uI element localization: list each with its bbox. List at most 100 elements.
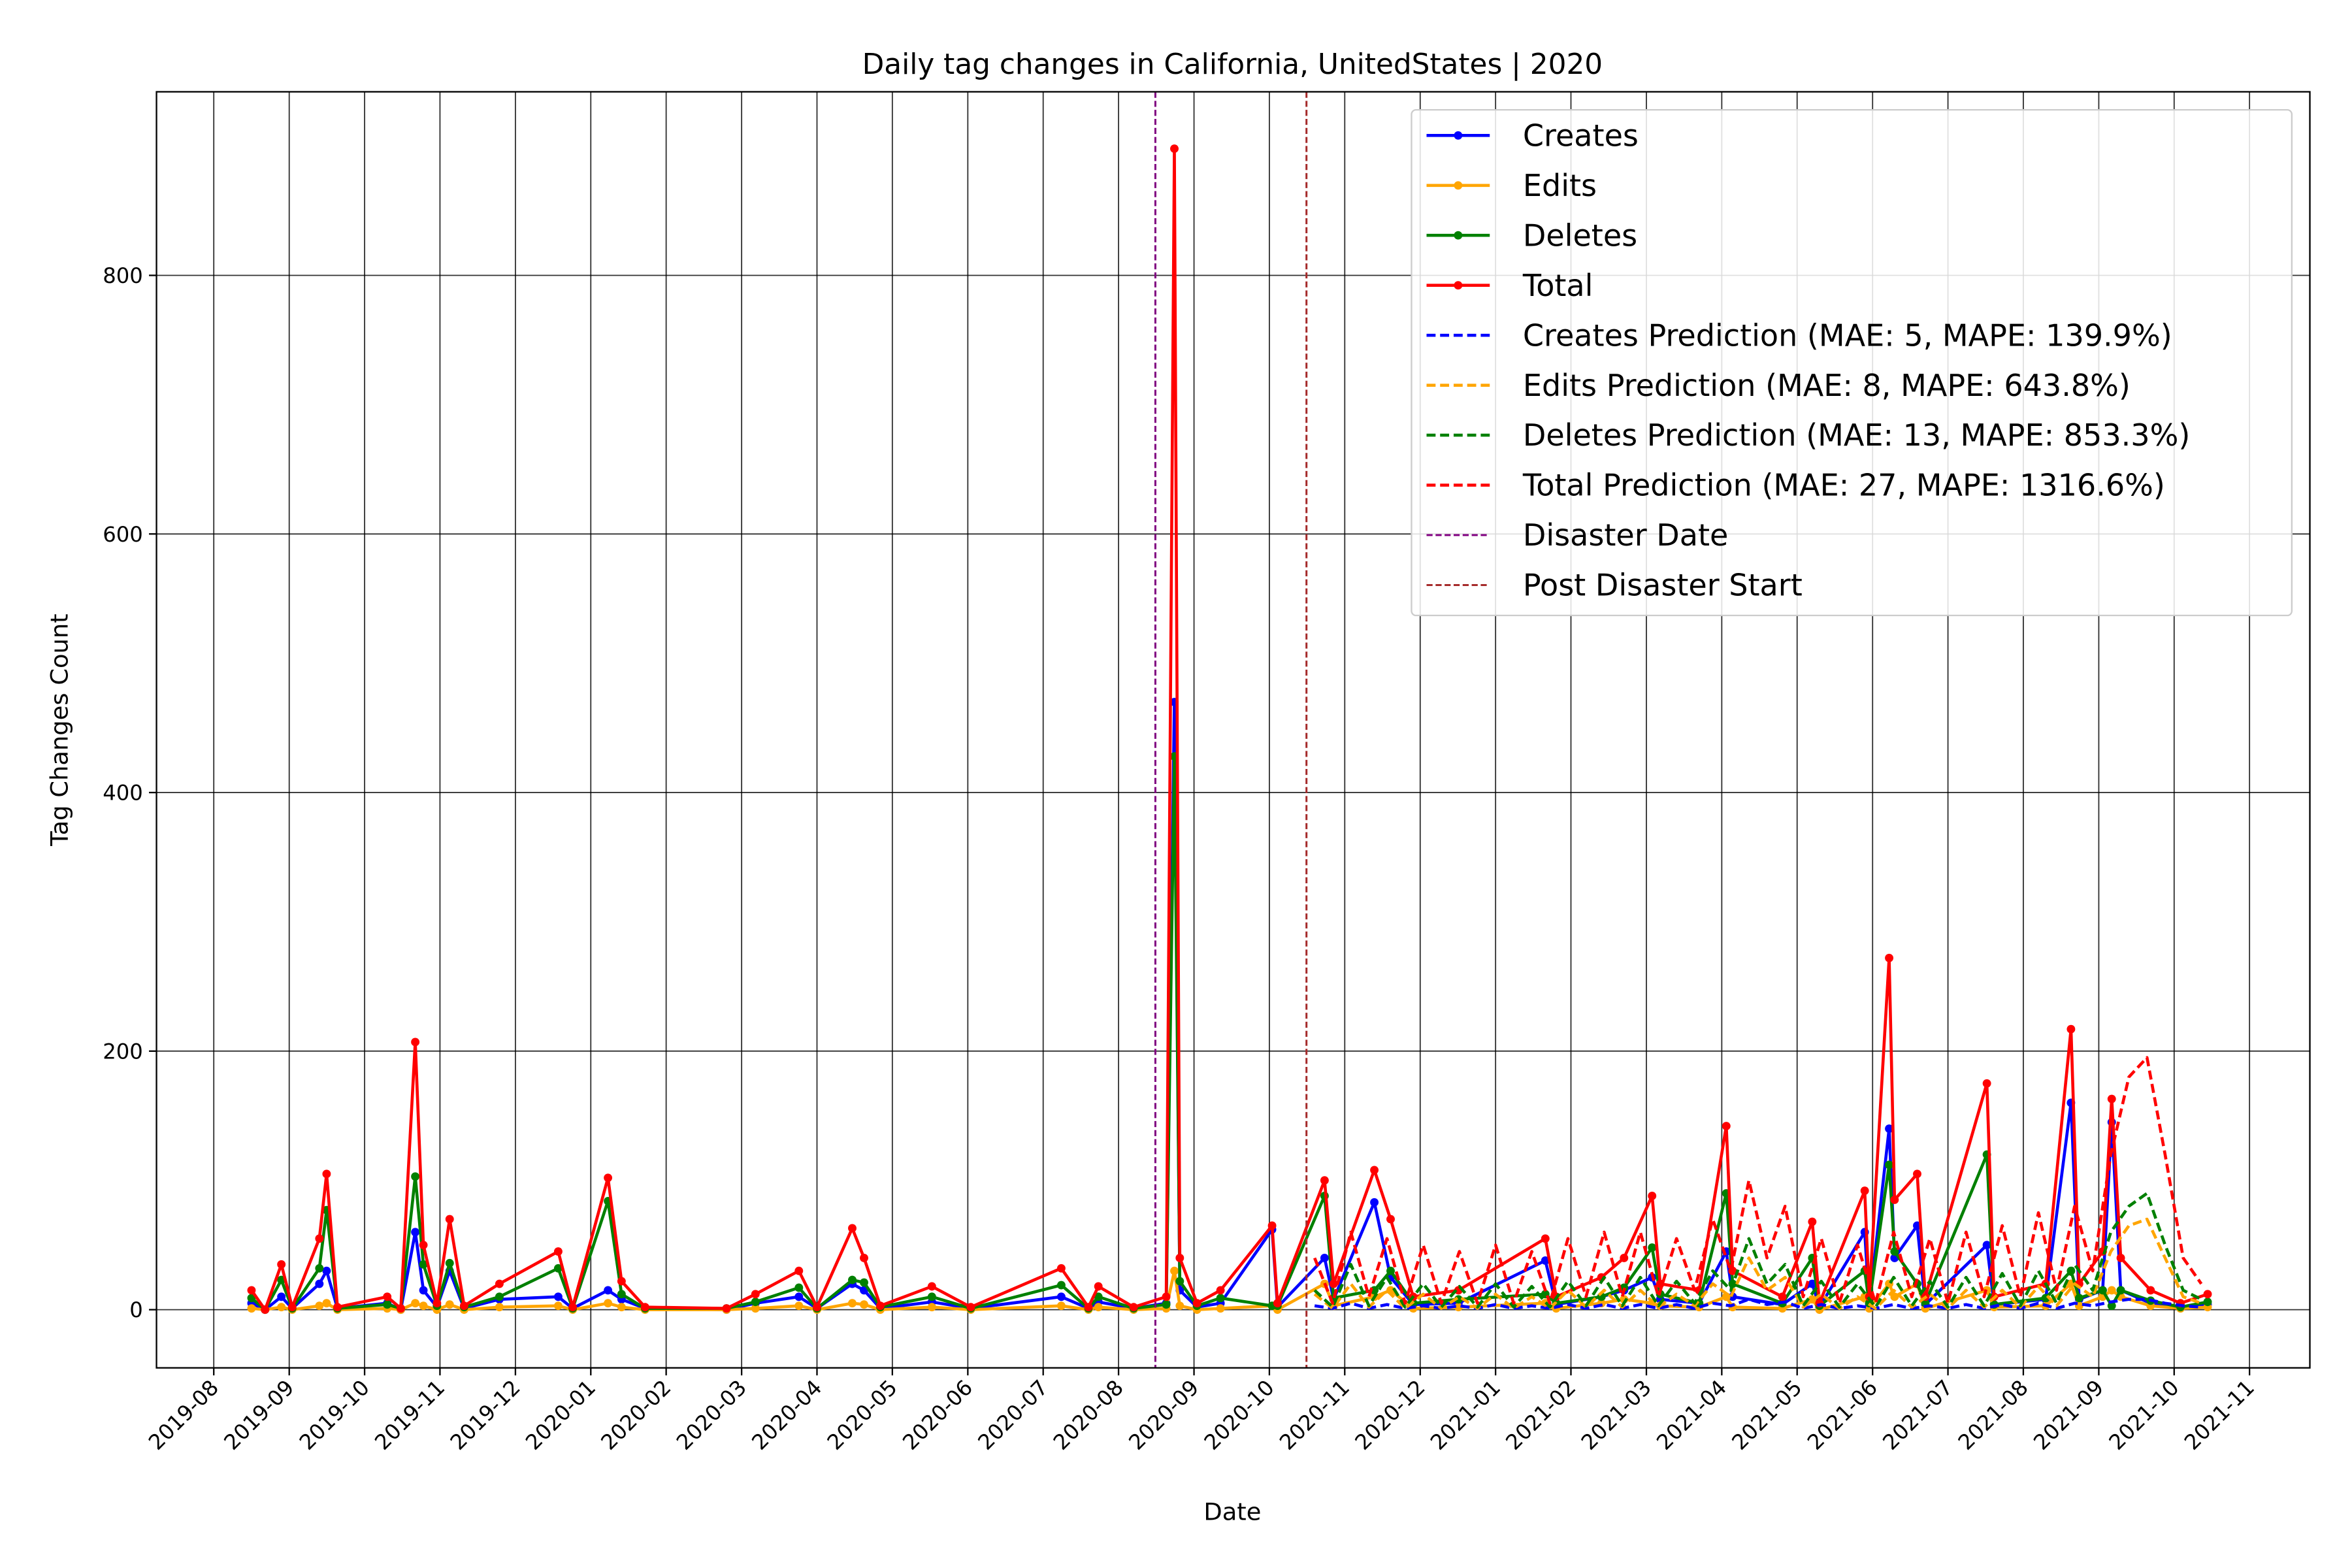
- series-marker: [1175, 1277, 1184, 1286]
- series-marker: [1982, 1241, 1991, 1250]
- series-marker: [1808, 1295, 1817, 1304]
- series-marker: [411, 1228, 420, 1237]
- series-marker: [333, 1303, 342, 1312]
- y-tick-label: 400: [103, 781, 143, 806]
- series-marker: [794, 1283, 804, 1292]
- series-marker: [2066, 1024, 2076, 1034]
- series-marker: [604, 1299, 613, 1308]
- y-tick-label: 200: [103, 1039, 143, 1064]
- series-marker: [315, 1264, 324, 1273]
- series-marker: [1056, 1264, 1066, 1273]
- series-marker: [277, 1260, 286, 1269]
- legend-label: Creates: [1523, 118, 1639, 153]
- series-marker: [247, 1294, 256, 1303]
- series-marker: [247, 1304, 256, 1313]
- series-line: [1313, 1056, 2203, 1305]
- series-marker: [1454, 1303, 1463, 1312]
- series-marker: [495, 1292, 504, 1301]
- plot-layer: [247, 91, 2212, 1368]
- series-marker: [287, 1303, 297, 1312]
- series-marker: [315, 1279, 324, 1288]
- y-tick-label: 800: [103, 263, 143, 288]
- legend-label: Disaster Date: [1523, 517, 1728, 553]
- series-marker: [261, 1305, 270, 1315]
- series-marker: [1094, 1292, 1103, 1301]
- series-marker: [1216, 1286, 1225, 1295]
- legend-label: Deletes Prediction (MAE: 13, MAPE: 853.3…: [1523, 417, 2190, 453]
- series-marker: [751, 1290, 760, 1299]
- series-marker: [315, 1301, 324, 1311]
- legend-label: Edits Prediction (MAE: 8, MAPE: 643.8%): [1523, 368, 2131, 403]
- series-marker: [604, 1286, 613, 1295]
- series-marker: [1094, 1303, 1103, 1312]
- legend-label: Creates Prediction (MAE: 5, MAPE: 139.9%…: [1523, 318, 2172, 353]
- legend-marker: [1454, 131, 1463, 140]
- series-marker: [617, 1290, 626, 1299]
- series-marker: [322, 1299, 331, 1308]
- series-marker: [1648, 1243, 1657, 1252]
- series-marker: [1722, 1122, 1731, 1131]
- legend-box: [1411, 108, 2293, 617]
- series-marker: [277, 1303, 286, 1312]
- series-marker: [277, 1292, 286, 1301]
- series-marker: [1890, 1247, 1899, 1256]
- series-marker: [1885, 1124, 1893, 1134]
- series-line: [1314, 1298, 2202, 1310]
- y-tick-label: 600: [103, 522, 143, 547]
- series-marker: [1890, 1292, 1899, 1301]
- legend-label: Edits: [1523, 168, 1597, 203]
- series-marker: [1175, 1301, 1184, 1311]
- series-marker: [1273, 1299, 1282, 1308]
- series-marker: [315, 1234, 324, 1243]
- series-marker: [1216, 1304, 1225, 1313]
- series-marker: [848, 1299, 857, 1308]
- series-marker: [411, 1037, 420, 1047]
- series-marker: [1913, 1169, 1921, 1179]
- series-marker: [1056, 1301, 1066, 1311]
- series-marker: [927, 1303, 936, 1312]
- legend: Creates Edits Deletes Total Creates Predicti…: [1411, 108, 2293, 617]
- series-marker: [617, 1303, 626, 1312]
- series-marker: [794, 1301, 804, 1311]
- series-marker: [397, 1304, 405, 1313]
- series-marker: [322, 1266, 331, 1275]
- series-marker: [604, 1173, 613, 1183]
- series-marker: [927, 1282, 936, 1291]
- series-marker: [794, 1266, 804, 1275]
- series-marker: [553, 1292, 563, 1301]
- series-marker: [1541, 1234, 1550, 1243]
- series-marker: [1056, 1292, 1066, 1301]
- series-marker: [1885, 953, 1893, 962]
- series-marker: [495, 1279, 504, 1288]
- series-marker: [1722, 1292, 1731, 1301]
- series-marker: [1386, 1266, 1395, 1275]
- series-marker: [419, 1260, 428, 1269]
- series-marker: [848, 1224, 857, 1233]
- legend-label: Total: [1522, 268, 1593, 303]
- series-marker: [322, 1169, 331, 1179]
- series-marker: [751, 1304, 760, 1313]
- series-marker: [2203, 1290, 2212, 1299]
- series-marker: [2098, 1286, 2107, 1295]
- series-marker: [2107, 1286, 2116, 1295]
- series-marker: [1329, 1279, 1338, 1288]
- series-marker: [875, 1301, 885, 1311]
- series-line: [1313, 1217, 2202, 1310]
- series-marker: [419, 1301, 428, 1311]
- series-marker: [433, 1299, 442, 1308]
- series-marker: [722, 1304, 731, 1313]
- series-marker: [411, 1172, 420, 1181]
- series-marker: [495, 1303, 504, 1312]
- series-marker: [411, 1299, 420, 1308]
- series-marker: [553, 1264, 563, 1273]
- series-marker: [445, 1215, 454, 1224]
- series-marker: [247, 1286, 256, 1295]
- series-marker: [1541, 1256, 1550, 1265]
- series-marker: [751, 1298, 760, 1307]
- y-tick-label: 0: [129, 1298, 143, 1322]
- series-marker: [1162, 1300, 1171, 1309]
- legend-label: Total Prediction (MAE: 27, MAPE: 1316.6%…: [1522, 468, 2165, 503]
- series-marker: [2116, 1254, 2125, 1262]
